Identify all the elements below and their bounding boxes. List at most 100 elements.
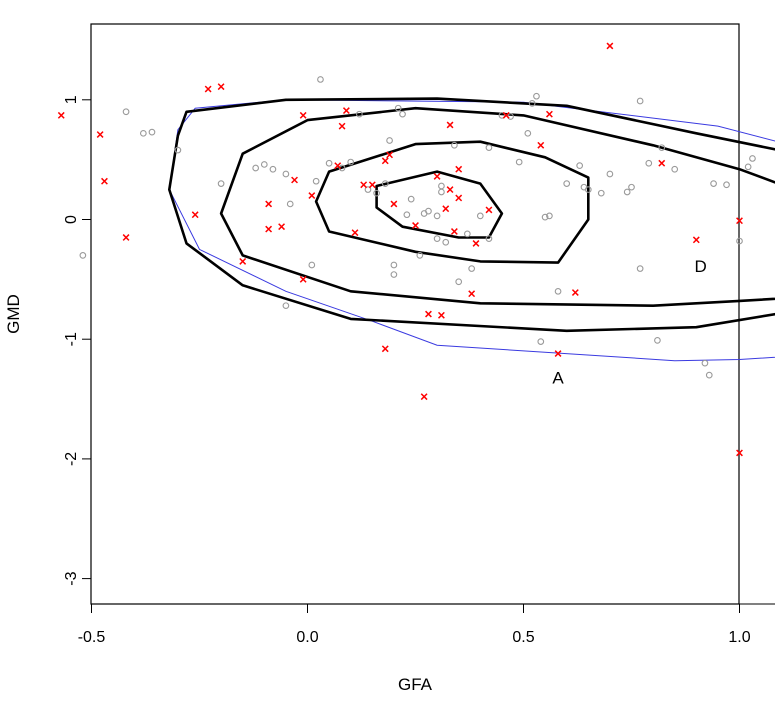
contour-line-2 — [219, 106, 775, 307]
cross-point — [736, 449, 743, 457]
circle-point — [705, 371, 713, 379]
cross-point — [57, 111, 65, 119]
cross-point — [351, 229, 359, 237]
circle-point — [451, 141, 458, 149]
cross-point — [96, 131, 104, 138]
circle-point — [485, 144, 493, 152]
contour-line-1 — [168, 97, 775, 333]
circle-point — [394, 104, 402, 112]
circle-point — [563, 180, 571, 187]
y-axis: -3 -2 -1 0 1 — [63, 95, 92, 586]
cross-point — [455, 194, 463, 202]
cross-point — [537, 141, 545, 149]
cross-point — [381, 157, 389, 165]
hull-outline — [168, 99, 775, 362]
cross-point — [265, 225, 273, 233]
circle-point — [282, 170, 290, 178]
circle-point — [658, 144, 666, 152]
circle-point — [317, 76, 324, 83]
circle-point — [139, 129, 147, 137]
cross-point — [381, 345, 389, 353]
circle-point — [433, 235, 441, 243]
contour-line-3 — [314, 140, 590, 264]
cross-point — [571, 289, 579, 296]
circle-point — [425, 207, 432, 215]
cross-point — [433, 172, 441, 180]
circle-point — [260, 161, 268, 168]
circle-point — [533, 92, 540, 100]
x-axis: -0.50.00.51.01.5 — [78, 603, 775, 646]
x-tick-label: 0.0 — [296, 629, 318, 646]
cross-point — [545, 110, 553, 118]
cross-point — [278, 223, 286, 231]
circle-point — [286, 200, 294, 208]
y-axis-title: GMD — [4, 294, 23, 334]
cross-point — [692, 236, 700, 244]
cross-point — [425, 310, 432, 318]
x-tick-label: 0.5 — [512, 629, 534, 646]
circle-point — [373, 189, 380, 197]
point-layer — [57, 42, 756, 457]
circle-point — [438, 182, 445, 190]
contour-line-4 — [375, 170, 504, 239]
y-tick-label: 0 — [63, 215, 80, 224]
circle-point — [476, 212, 484, 220]
cross-point — [442, 205, 450, 213]
circle-point — [636, 97, 644, 105]
circle-point — [606, 170, 614, 178]
circle-point — [584, 186, 592, 193]
circle-point — [347, 158, 355, 166]
circle-point — [537, 338, 545, 345]
cross-point — [390, 200, 398, 208]
circle-point — [399, 110, 406, 118]
cross-point — [342, 107, 350, 115]
circle-point — [524, 129, 532, 137]
x-tick-label: -0.5 — [78, 629, 106, 646]
hull-layer — [168, 99, 775, 362]
circle-point — [312, 177, 320, 185]
circle-point — [671, 165, 679, 173]
cross-point — [101, 177, 108, 185]
circle-point — [455, 278, 463, 286]
circle-point — [723, 181, 730, 189]
circle-point — [442, 238, 450, 246]
y-tick-label: 1 — [63, 95, 80, 104]
cross-point — [606, 42, 614, 50]
cross-point — [368, 181, 376, 189]
circle-point — [623, 188, 631, 196]
cross-point — [450, 228, 458, 235]
cross-point — [437, 311, 445, 319]
circle-point — [485, 235, 493, 243]
circle-point — [325, 159, 333, 167]
circle-point — [252, 164, 260, 172]
circle-point — [174, 146, 182, 154]
circle-point — [541, 213, 549, 221]
circle-point — [438, 188, 445, 196]
circle-point — [381, 180, 389, 187]
cross-point — [239, 257, 247, 265]
cross-point — [658, 159, 666, 167]
contour-layer — [168, 97, 775, 333]
circle-point — [79, 252, 87, 259]
cross-point — [386, 151, 394, 159]
circle-point — [269, 165, 277, 173]
circle-point — [736, 237, 743, 245]
cross-point — [446, 121, 454, 129]
circle-point — [403, 211, 411, 219]
circle-point — [554, 287, 562, 295]
circle-point — [390, 271, 398, 278]
cross-point — [446, 186, 454, 194]
circle-point — [576, 162, 584, 169]
x-axis-title: GFA — [398, 675, 433, 694]
circle-point — [710, 180, 717, 187]
circle-point — [628, 183, 635, 191]
circle-point — [217, 180, 225, 187]
cross-point — [468, 290, 476, 298]
cross-point — [191, 211, 199, 219]
circle-point — [355, 110, 363, 118]
cross-point — [299, 275, 307, 283]
x-tick-label: 1.0 — [728, 629, 750, 646]
cross-point — [360, 181, 368, 189]
circle-point — [282, 302, 290, 310]
